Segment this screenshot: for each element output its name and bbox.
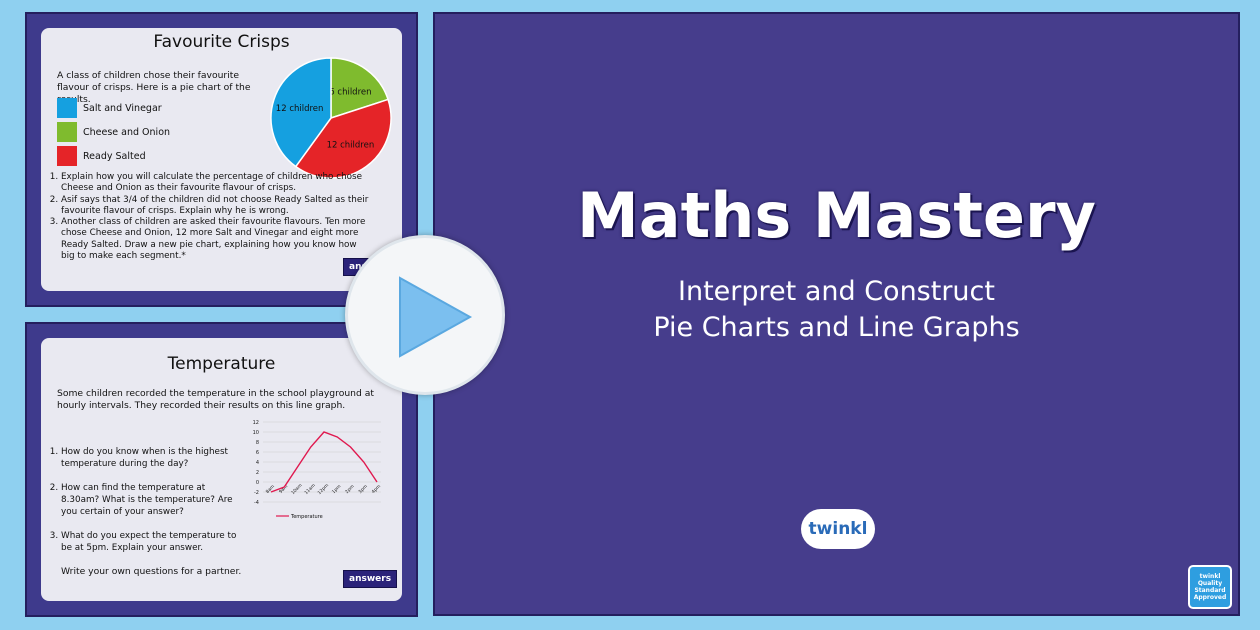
temperature-footer: Write your own questions for a partner. — [61, 566, 242, 577]
twinkl-logo: twinkl — [801, 509, 875, 549]
y-tick-label: 8 — [256, 440, 259, 446]
line-chart: -4 -2 0 2 4 6 8 10 12 8am 9am 10am 11am 12pm 1pm 2pm 3pm… — [253, 420, 382, 520]
answers-button[interactable]: answers — [343, 570, 398, 588]
temperature-line — [270, 431, 378, 493]
pie-label: 6 children — [329, 87, 371, 97]
pie-label: 12 children — [327, 141, 375, 151]
pie-slice — [270, 57, 332, 168]
temperature-slide[interactable]: Temperature Some children recorded the t… — [25, 322, 418, 617]
y-tick-label: 12 — [253, 420, 259, 426]
x-tick-label: 1pm — [331, 484, 342, 495]
pie-label: 12 children — [276, 104, 324, 114]
legend-label: Temperature — [290, 514, 323, 520]
temperature-questions: How do you know when is the highest temp… — [41, 446, 241, 554]
crisps-questions: Explain how you will calculate the perce… — [41, 172, 371, 262]
crisps-card: Favourite Crisps A class of children cho… — [41, 28, 402, 291]
subtitle-line-2: Pie Charts and Line Graphs — [653, 312, 1020, 343]
x-tick-label: 3pm — [357, 484, 368, 495]
crisps-title: Favourite Crisps — [153, 32, 290, 52]
x-tick-label: 4pm — [371, 484, 382, 495]
play-button[interactable] — [345, 235, 505, 395]
y-tick-label: 10 — [253, 430, 259, 436]
title-slide: Maths Mastery Interpret and Construct Pi… — [433, 12, 1240, 616]
main-title: Maths Mastery — [577, 179, 1096, 252]
legend-item: Salt and Vinegar — [57, 98, 162, 118]
y-tick-label: 4 — [256, 460, 259, 466]
x-tick-label: 8am — [265, 484, 276, 495]
subtitle-line-1: Interpret and Construct — [678, 276, 995, 307]
legend-item: Cheese and Onion — [57, 122, 170, 142]
x-tick-label: 11am — [303, 483, 316, 496]
x-tick-label: 2pm — [344, 484, 355, 495]
x-tick-label: 9am — [278, 484, 289, 495]
temperature-intro: Some children recorded the temperature i… — [57, 388, 374, 411]
temperature-card: Temperature Some children recorded the t… — [41, 338, 402, 601]
pie-chart: 6 children 12 children 12 children — [270, 57, 392, 179]
temperature-title: Temperature — [167, 354, 276, 374]
y-tick-label: 0 — [256, 480, 259, 486]
x-tick-label: 10am — [290, 483, 303, 496]
pie-slice — [330, 57, 390, 120]
quality-badge: twinkl Quality Standard Approved — [1188, 565, 1232, 609]
legend-item: Ready Salted — [57, 146, 146, 166]
y-tick-label: 6 — [256, 450, 259, 456]
y-tick-label: 2 — [256, 470, 259, 476]
play-icon — [399, 276, 473, 358]
crisps-slide[interactable]: Favourite Crisps A class of children cho… — [25, 12, 418, 307]
pie-slice — [294, 98, 392, 179]
x-tick-label: 12pm — [317, 483, 330, 496]
y-tick-label: -4 — [254, 500, 259, 506]
y-tick-label: -2 — [254, 490, 259, 496]
